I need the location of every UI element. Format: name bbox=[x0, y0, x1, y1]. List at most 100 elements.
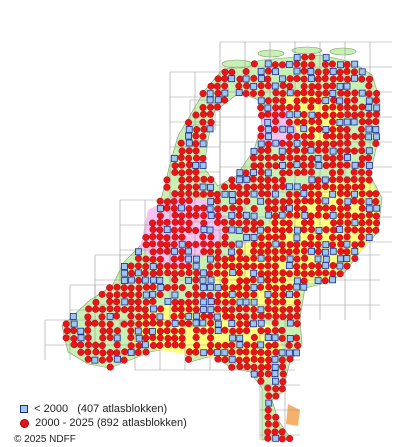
record-recent-marker bbox=[344, 139, 352, 147]
record-old-marker bbox=[264, 334, 272, 341]
record-old-marker bbox=[229, 197, 236, 205]
record-old-marker bbox=[365, 234, 373, 241]
record-recent-marker bbox=[365, 211, 373, 219]
record-recent-marker bbox=[322, 154, 330, 162]
record-old-marker bbox=[178, 204, 185, 212]
record-recent-marker bbox=[171, 305, 179, 313]
record-recent-marker bbox=[265, 283, 273, 291]
record-recent-marker bbox=[278, 111, 286, 119]
record-recent-marker bbox=[235, 327, 243, 335]
record-recent-marker bbox=[315, 204, 323, 212]
record-recent-marker bbox=[337, 247, 345, 255]
record-recent-marker bbox=[264, 420, 272, 428]
wadden-island bbox=[329, 47, 357, 56]
record-recent-marker bbox=[343, 103, 351, 111]
record-recent-marker bbox=[307, 168, 315, 176]
record-recent-marker bbox=[127, 298, 135, 306]
record-recent-marker bbox=[170, 327, 178, 335]
record-recent-marker bbox=[221, 75, 229, 83]
record-recent-marker bbox=[164, 320, 172, 328]
record-recent-marker bbox=[206, 270, 214, 278]
record-recent-marker bbox=[250, 225, 258, 233]
record-recent-marker bbox=[128, 269, 136, 277]
record-recent-marker bbox=[365, 82, 373, 90]
record-recent-marker bbox=[242, 90, 250, 98]
record-recent-marker bbox=[213, 103, 221, 111]
record-recent-marker bbox=[329, 169, 337, 177]
record-recent-marker bbox=[358, 219, 366, 227]
record-recent-marker bbox=[336, 270, 344, 278]
record-recent-marker bbox=[193, 341, 201, 349]
record-recent-marker bbox=[228, 313, 236, 321]
record-recent-marker bbox=[321, 104, 329, 112]
record-old-marker bbox=[199, 140, 207, 148]
record-old-marker bbox=[322, 241, 330, 249]
record-recent-marker bbox=[329, 176, 337, 184]
record-recent-marker bbox=[242, 356, 250, 364]
record-recent-marker bbox=[221, 277, 229, 285]
record-recent-marker bbox=[293, 154, 301, 162]
record-recent-marker bbox=[293, 255, 301, 263]
record-recent-marker bbox=[164, 334, 172, 342]
record-recent-marker bbox=[156, 233, 164, 241]
record-old-marker bbox=[199, 162, 207, 169]
record-recent-marker bbox=[206, 348, 214, 356]
record-old-marker bbox=[279, 75, 286, 83]
record-recent-marker bbox=[314, 146, 322, 154]
record-recent-marker bbox=[279, 89, 287, 97]
record-recent-marker bbox=[285, 219, 293, 227]
record-recent-marker bbox=[271, 219, 279, 227]
record-recent-marker bbox=[351, 132, 359, 140]
record-recent-marker bbox=[214, 305, 222, 313]
record-recent-marker bbox=[207, 334, 215, 342]
record-recent-marker bbox=[149, 341, 157, 349]
record-recent-marker bbox=[113, 283, 121, 291]
record-recent-marker bbox=[278, 241, 286, 249]
record-recent-marker bbox=[228, 218, 236, 226]
record-recent-marker bbox=[358, 168, 366, 176]
record-recent-marker bbox=[357, 132, 365, 140]
record-old-marker bbox=[157, 284, 165, 291]
record-recent-marker bbox=[213, 190, 221, 198]
record-recent-marker bbox=[272, 104, 280, 112]
record-recent-marker bbox=[264, 384, 272, 392]
record-recent-marker bbox=[329, 204, 337, 212]
record-recent-marker bbox=[278, 356, 286, 364]
record-old-marker bbox=[286, 89, 294, 97]
record-recent-marker bbox=[293, 312, 301, 320]
record-old-marker bbox=[329, 190, 337, 198]
record-recent-marker bbox=[336, 168, 344, 176]
record-old-marker bbox=[286, 126, 294, 134]
record-old-marker bbox=[193, 312, 201, 320]
record-recent-marker bbox=[242, 169, 250, 177]
record-recent-marker bbox=[272, 255, 280, 263]
record-old-marker bbox=[271, 82, 279, 90]
record-recent-marker bbox=[358, 147, 366, 155]
record-recent-marker bbox=[185, 320, 193, 328]
record-recent-marker bbox=[242, 190, 250, 198]
record-recent-marker bbox=[91, 319, 99, 327]
record-recent-marker bbox=[264, 205, 272, 213]
record-recent-marker bbox=[141, 269, 149, 277]
record-recent-marker bbox=[351, 111, 359, 119]
record-recent-marker bbox=[329, 82, 337, 90]
record-recent-marker bbox=[350, 197, 358, 205]
record-recent-marker bbox=[142, 233, 150, 241]
record-recent-marker bbox=[336, 75, 344, 83]
record-old-marker bbox=[192, 319, 200, 327]
record-recent-marker bbox=[322, 132, 330, 140]
record-recent-marker bbox=[257, 82, 265, 90]
record-recent-marker bbox=[258, 241, 266, 249]
record-old-marker bbox=[264, 291, 272, 298]
record-recent-marker bbox=[156, 319, 164, 327]
record-old-marker bbox=[242, 298, 250, 306]
record-recent-marker bbox=[163, 218, 171, 226]
record-old-marker bbox=[141, 276, 149, 284]
record-old-marker bbox=[264, 104, 272, 112]
record-recent-marker bbox=[328, 60, 336, 68]
record-old-marker bbox=[242, 75, 250, 83]
record-recent-marker bbox=[257, 146, 265, 154]
record-old-marker bbox=[343, 240, 351, 248]
record-recent-marker bbox=[220, 218, 228, 226]
record-old-marker bbox=[214, 96, 222, 104]
